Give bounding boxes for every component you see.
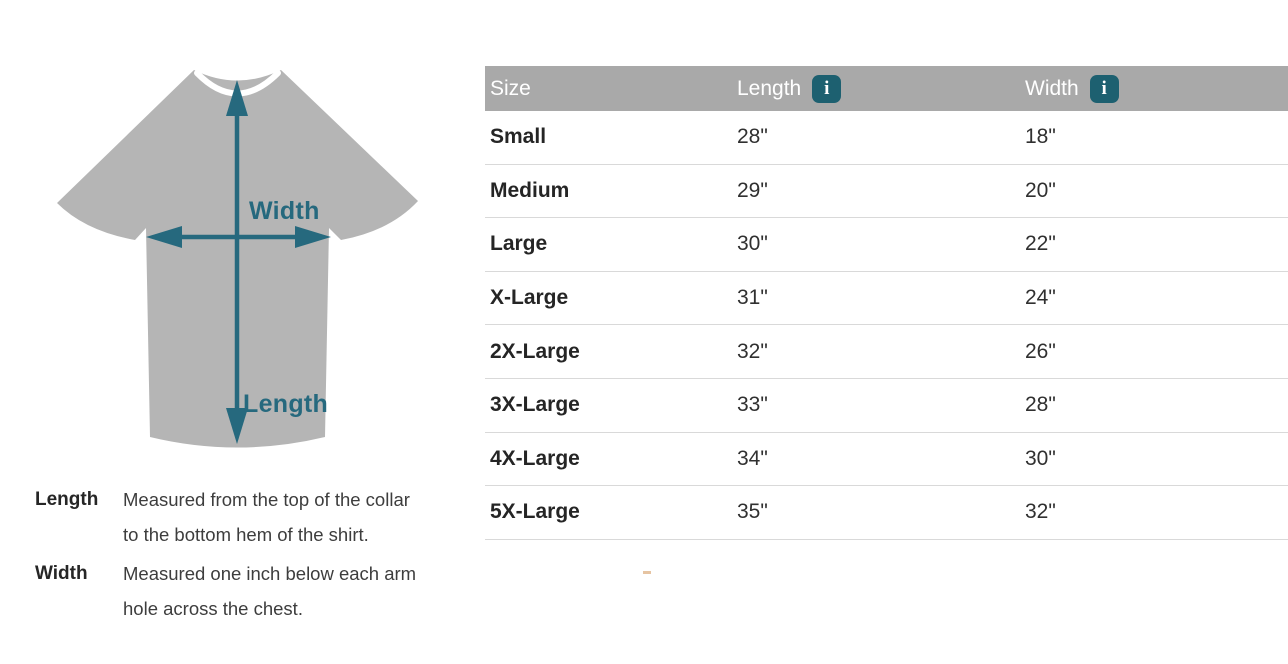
- column-header-size: Size: [485, 77, 737, 101]
- column-label: Width: [1025, 76, 1079, 100]
- definition-description: Measured from the top of the collar to t…: [123, 489, 410, 545]
- width-cell: 26": [1025, 339, 1056, 363]
- length-cell: 30": [737, 232, 768, 256]
- length-cell: 32": [737, 339, 768, 363]
- definition-length: Length Measured from the top of the coll…: [35, 482, 435, 552]
- column-header-length: Length i: [737, 74, 1025, 103]
- width-cell: 32": [1025, 500, 1056, 524]
- table-row: 5X-Large 35" 32": [485, 486, 1288, 540]
- measurement-definitions: Length Measured from the top of the coll…: [35, 482, 435, 626]
- length-cell: 33": [737, 393, 768, 417]
- width-info-icon[interactable]: i: [1089, 74, 1119, 103]
- length-cell: 28": [737, 125, 768, 149]
- length-cell: 31": [737, 286, 768, 310]
- width-cell: 24": [1025, 286, 1056, 310]
- length-cell: 34": [737, 446, 768, 470]
- definition-term: Length: [35, 489, 99, 510]
- width-cell: 22": [1025, 232, 1056, 256]
- definition-width: Width Measured one inch below each arm h…: [35, 556, 435, 626]
- size-cell: 3X-Large: [490, 393, 580, 417]
- column-label: Size: [490, 76, 531, 100]
- size-table: Size Length i Width i Small 28" 18" Medi…: [485, 66, 1288, 540]
- size-table-header: Size Length i Width i: [485, 66, 1288, 111]
- stray-mark: [643, 571, 651, 574]
- width-cell: 18": [1025, 125, 1056, 149]
- size-cell: 4X-Large: [490, 446, 580, 470]
- width-cell: 30": [1025, 446, 1056, 470]
- size-cell: X-Large: [490, 286, 569, 310]
- length-arrow-label: Length: [243, 390, 329, 418]
- width-cell: 20": [1025, 178, 1056, 202]
- length-cell: 29": [737, 178, 768, 202]
- size-cell: Small: [490, 125, 547, 149]
- table-row: 3X-Large 33" 28": [485, 379, 1288, 433]
- table-row: X-Large 31" 24": [485, 272, 1288, 326]
- definition-description: Measured one inch below each arm hole ac…: [123, 563, 417, 619]
- table-row: 4X-Large 34" 30": [485, 433, 1288, 487]
- length-info-icon[interactable]: i: [812, 74, 842, 103]
- table-row: 2X-Large 32" 26": [485, 325, 1288, 379]
- table-row: Large 30" 22": [485, 218, 1288, 272]
- table-row: Small 28" 18": [485, 111, 1288, 165]
- length-arrow: [226, 80, 248, 444]
- width-cell: 28": [1025, 393, 1056, 417]
- definition-term: Width: [35, 563, 88, 584]
- table-row: Medium 29" 20": [485, 165, 1288, 219]
- size-cell: 2X-Large: [490, 339, 580, 363]
- width-arrow: [146, 226, 331, 248]
- length-cell: 35": [737, 500, 768, 524]
- size-cell: Medium: [490, 178, 570, 202]
- size-cell: 5X-Large: [490, 500, 580, 524]
- tshirt-diagram: [57, 70, 418, 448]
- column-label: Length: [737, 76, 802, 100]
- width-arrow-label: Width: [249, 197, 320, 225]
- size-cell: Large: [490, 232, 548, 256]
- column-header-width: Width i: [1025, 74, 1288, 103]
